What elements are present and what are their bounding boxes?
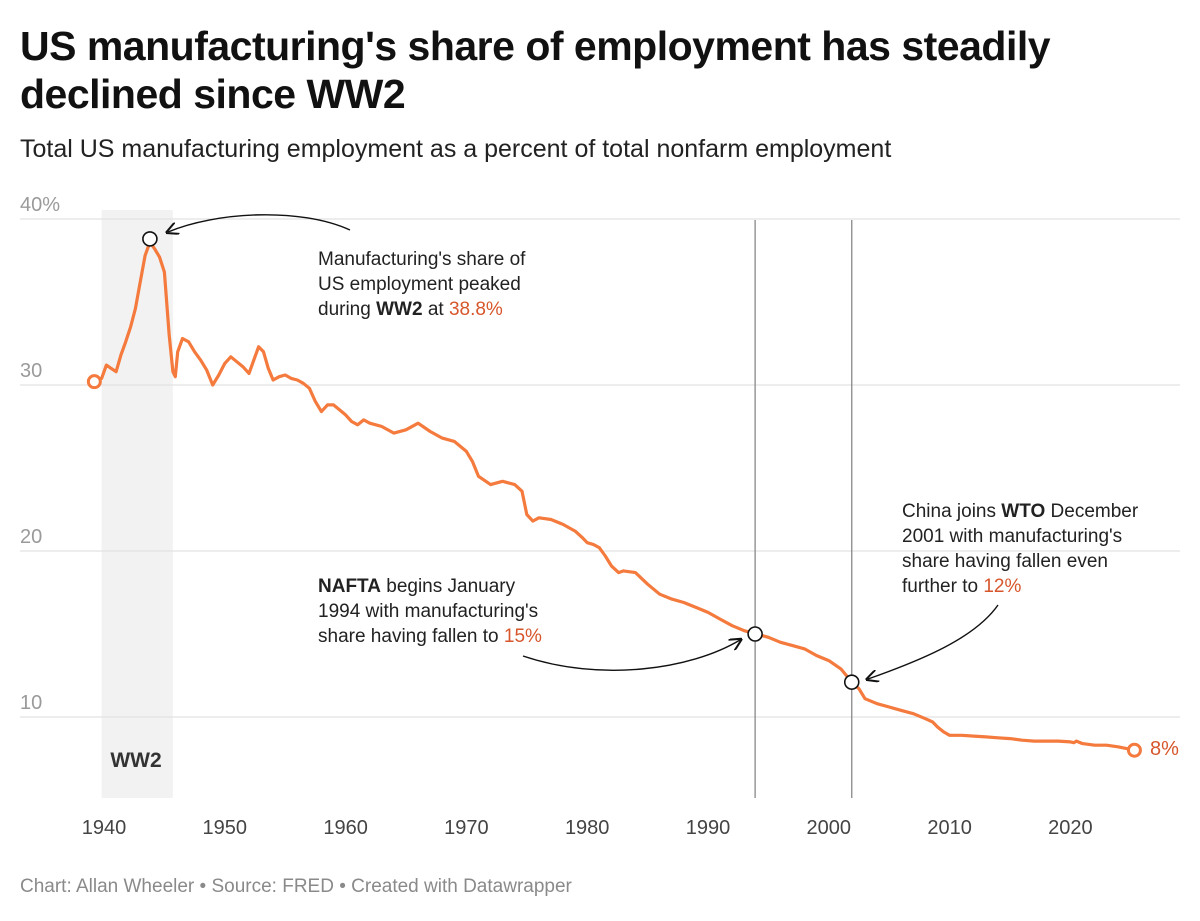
chart-source: Chart: Allan Wheeler • Source: FRED • Cr… <box>20 876 572 897</box>
arrow-nafta <box>522 640 740 671</box>
y-tick-label-20: 20 <box>20 526 42 548</box>
data-marker-4 <box>1126 742 1142 758</box>
x-tick-label-2000: 2000 <box>807 817 852 839</box>
annotation-wto: China joins WTO December 2001 with manuf… <box>902 501 1139 597</box>
annotation-wto-line1: China joins WTO December <box>902 501 1139 522</box>
annotation-wto-line2: 2001 with manufacturing's <box>902 526 1122 547</box>
data-marker-0 <box>86 374 102 390</box>
chart-title: US manufacturing's share of employment h… <box>20 23 1051 117</box>
data-marker-1 <box>142 231 158 247</box>
annotation-peak-line1: Manufacturing's share of <box>318 249 526 270</box>
y-tick-label-40: 40% <box>20 194 60 216</box>
ww2-shade-label: WW2 <box>110 749 161 772</box>
x-tick-label-1990: 1990 <box>686 817 731 839</box>
x-tick-label-1960: 1960 <box>323 817 368 839</box>
annotation-peak: Manufacturing's share of US employment p… <box>318 249 526 320</box>
arrow-wto <box>868 604 999 679</box>
data-marker-3 <box>843 674 860 690</box>
annotation-nafta: NAFTA begins January 1994 with manufactu… <box>318 576 542 647</box>
x-tick-label-2020: 2020 <box>1048 817 1093 839</box>
annotation-nafta-line1: NAFTA begins January <box>318 576 516 597</box>
end-value-label: 8% <box>1150 738 1179 760</box>
annotation-wto-line4: further to 12% <box>902 576 1021 597</box>
annotation-peak-line2: US employment peaked <box>318 274 521 295</box>
series-line-0 <box>92 240 1136 752</box>
data-marker-2 <box>747 626 763 642</box>
ww2-shaded-band <box>101 210 173 798</box>
y-tick-label-30: 30 <box>20 360 42 382</box>
x-tick-label-2010: 2010 <box>927 817 972 839</box>
annotation-nafta-line3: share having fallen to 15% <box>318 626 542 647</box>
x-tick-label-1980: 1980 <box>565 817 610 839</box>
arrow-peak <box>168 214 351 232</box>
x-tick-label-1940: 1940 <box>82 817 127 839</box>
y-tick-label-10: 10 <box>20 692 42 714</box>
x-tick-label-1950: 1950 <box>203 817 248 839</box>
annotation-wto-line3: share having fallen even <box>902 551 1108 572</box>
annotation-nafta-line2: 1994 with manufacturing's <box>318 601 538 622</box>
annotation-peak-line3: during WW2 at 38.8% <box>318 299 503 320</box>
x-tick-label-1970: 1970 <box>444 817 489 839</box>
chart-subtitle: Total US manufacturing employment as a p… <box>20 135 892 163</box>
